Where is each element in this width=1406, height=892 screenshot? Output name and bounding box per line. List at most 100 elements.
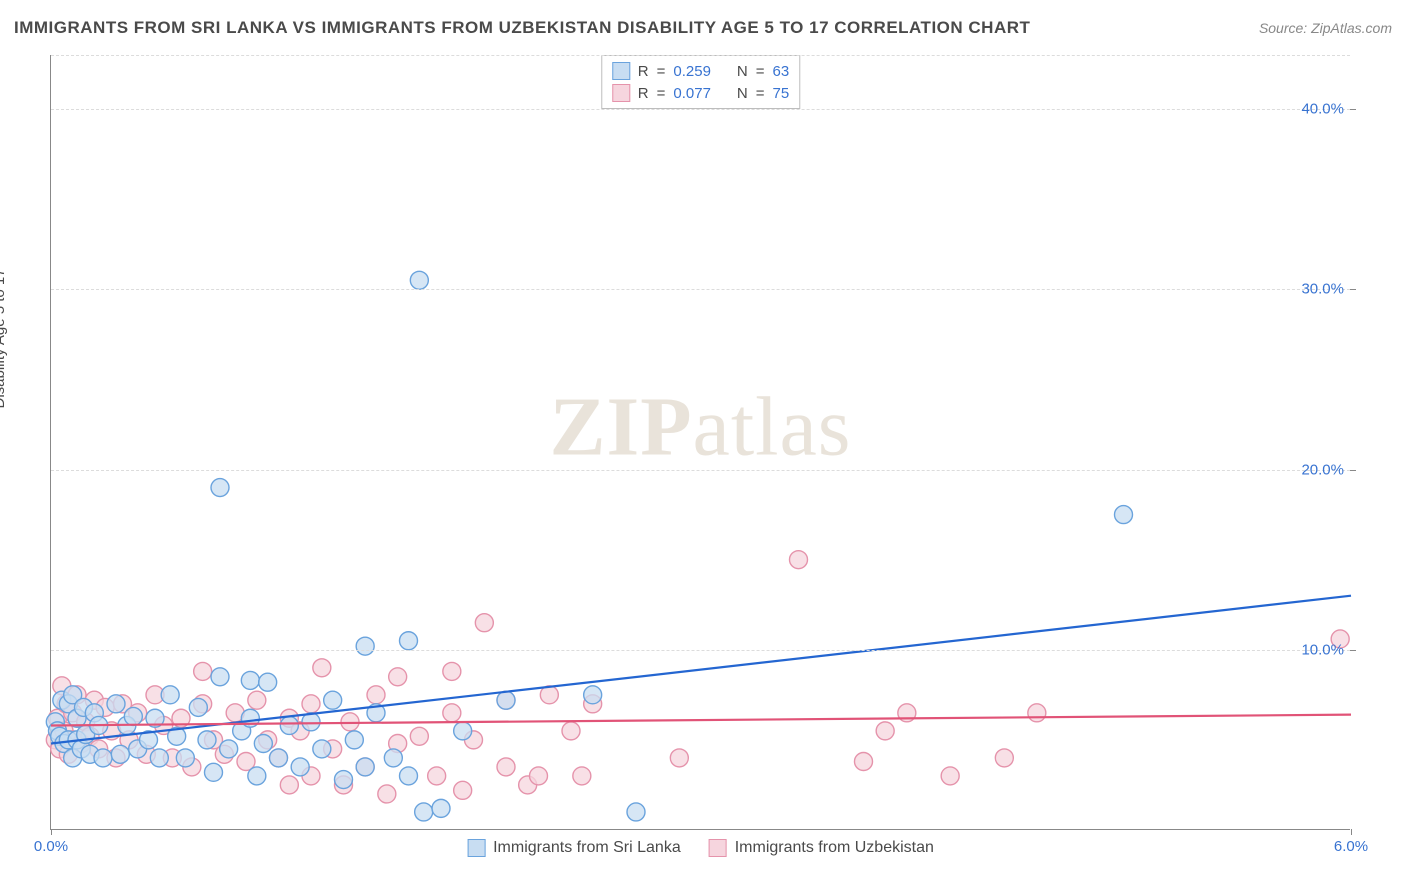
data-point bbox=[995, 749, 1013, 767]
data-point bbox=[367, 686, 385, 704]
r-label-0: R bbox=[638, 63, 649, 80]
data-point bbox=[94, 749, 112, 767]
gridline bbox=[51, 55, 1350, 56]
data-point bbox=[384, 749, 402, 767]
n-value-0: 63 bbox=[773, 63, 790, 80]
legend-stats: R = 0.259 N = 63 R = 0.077 N = 75 bbox=[601, 55, 800, 109]
data-point bbox=[356, 637, 374, 655]
equals-1b: = bbox=[756, 85, 765, 102]
data-point bbox=[855, 753, 873, 771]
gridline bbox=[51, 289, 1350, 290]
data-point bbox=[584, 686, 602, 704]
data-point bbox=[259, 673, 277, 691]
legend-series: Immigrants from Sri Lanka Immigrants fro… bbox=[467, 839, 934, 857]
chart-svg bbox=[51, 55, 1350, 829]
ytick-mark bbox=[1350, 109, 1356, 110]
xtick-mark bbox=[51, 829, 52, 835]
xtick-label: 0.0% bbox=[34, 838, 68, 855]
swatch-series-0 bbox=[612, 62, 630, 80]
data-point bbox=[313, 659, 331, 677]
data-point bbox=[205, 763, 223, 781]
data-point bbox=[378, 785, 396, 803]
y-axis-label: Disability Age 5 to 17 bbox=[0, 268, 8, 408]
data-point bbox=[790, 551, 808, 569]
chart-title: IMMIGRANTS FROM SRI LANKA VS IMMIGRANTS … bbox=[14, 18, 1030, 38]
data-point bbox=[150, 749, 168, 767]
data-point bbox=[211, 479, 229, 497]
data-point bbox=[198, 731, 216, 749]
data-point bbox=[670, 749, 688, 767]
title-bar: IMMIGRANTS FROM SRI LANKA VS IMMIGRANTS … bbox=[14, 18, 1392, 38]
ytick-label: 20.0% bbox=[1301, 461, 1344, 478]
data-point bbox=[475, 614, 493, 632]
series-name-0: Immigrants from Sri Lanka bbox=[493, 839, 681, 857]
data-point bbox=[1028, 704, 1046, 722]
data-point bbox=[248, 691, 266, 709]
data-point bbox=[876, 722, 894, 740]
data-point bbox=[454, 722, 472, 740]
ytick-mark bbox=[1350, 289, 1356, 290]
data-point bbox=[400, 767, 418, 785]
ytick-mark bbox=[1350, 470, 1356, 471]
data-point bbox=[280, 716, 298, 734]
plot-area: ZIPatlas R = 0.259 N = 63 R = 0.077 N = … bbox=[50, 55, 1350, 830]
swatch-bottom-1 bbox=[709, 839, 727, 857]
data-point bbox=[415, 803, 433, 821]
data-point bbox=[410, 727, 428, 745]
data-point bbox=[291, 758, 309, 776]
ytick-label: 40.0% bbox=[1301, 101, 1344, 118]
data-point bbox=[302, 695, 320, 713]
data-point bbox=[313, 740, 331, 758]
n-value-1: 75 bbox=[773, 85, 790, 102]
data-point bbox=[335, 771, 353, 789]
ytick-mark bbox=[1350, 650, 1356, 651]
n-label-1: N bbox=[737, 85, 748, 102]
data-point bbox=[530, 767, 548, 785]
n-label-0: N bbox=[737, 63, 748, 80]
data-point bbox=[410, 271, 428, 289]
r-label-1: R bbox=[638, 85, 649, 102]
data-point bbox=[1115, 506, 1133, 524]
legend-stats-row-0: R = 0.259 N = 63 bbox=[612, 60, 789, 82]
data-point bbox=[194, 662, 212, 680]
gridline bbox=[51, 109, 1350, 110]
source-label: Source: ZipAtlas.com bbox=[1259, 20, 1392, 36]
data-point bbox=[211, 668, 229, 686]
data-point bbox=[111, 745, 129, 763]
data-point bbox=[345, 731, 363, 749]
data-point bbox=[389, 668, 407, 686]
data-point bbox=[107, 695, 125, 713]
legend-entry-0: Immigrants from Sri Lanka bbox=[467, 839, 681, 857]
data-point bbox=[270, 749, 288, 767]
data-point bbox=[124, 707, 142, 725]
swatch-bottom-0 bbox=[467, 839, 485, 857]
r-value-0: 0.259 bbox=[673, 63, 711, 80]
data-point bbox=[432, 799, 450, 817]
gridline bbox=[51, 470, 1350, 471]
r-value-1: 0.077 bbox=[673, 85, 711, 102]
equals-0b: = bbox=[756, 63, 765, 80]
equals-0a: = bbox=[657, 63, 666, 80]
data-point bbox=[220, 740, 238, 758]
data-point bbox=[428, 767, 446, 785]
legend-stats-row-1: R = 0.077 N = 75 bbox=[612, 82, 789, 104]
ytick-label: 30.0% bbox=[1301, 281, 1344, 298]
data-point bbox=[161, 686, 179, 704]
data-point bbox=[562, 722, 580, 740]
data-point bbox=[248, 767, 266, 785]
gridline bbox=[51, 650, 1350, 651]
data-point bbox=[324, 691, 342, 709]
data-point bbox=[497, 691, 515, 709]
data-point bbox=[356, 758, 374, 776]
data-point bbox=[573, 767, 591, 785]
swatch-series-1 bbox=[612, 84, 630, 102]
legend-entry-1: Immigrants from Uzbekistan bbox=[709, 839, 934, 857]
data-point bbox=[454, 781, 472, 799]
data-point bbox=[176, 749, 194, 767]
xtick-mark bbox=[1351, 829, 1352, 835]
data-point bbox=[241, 671, 259, 689]
trend-line bbox=[51, 596, 1351, 744]
series-name-1: Immigrants from Uzbekistan bbox=[735, 839, 934, 857]
data-point bbox=[497, 758, 515, 776]
ytick-label: 10.0% bbox=[1301, 641, 1344, 658]
